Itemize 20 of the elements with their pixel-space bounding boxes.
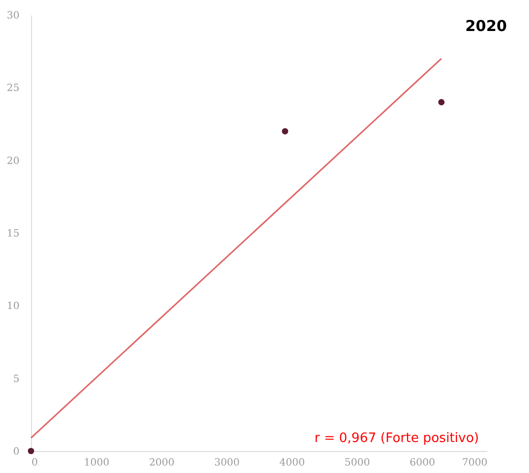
y-tick-label: 25 [6,83,20,94]
y-tick-label: 15 [6,228,20,240]
x-tick-label: 6000 [410,458,436,468]
y-tick-label: 0 [13,446,20,458]
x-tick-label: 7000 [462,458,488,468]
x-tick-label: 4000 [279,458,305,468]
x-tick-label: 3000 [214,458,240,468]
x-tick-label: 1000 [84,458,110,468]
point [438,99,445,106]
y-tick-label: 20 [6,156,20,167]
x-tick-label: 5000 [344,458,370,468]
point [28,448,34,454]
y-tick-label: 5 [13,374,20,385]
y-tick-label: 30 [6,10,20,22]
x-tick-label: 2000 [149,458,175,468]
y-tick-label: 10 [6,301,20,312]
point [282,128,288,134]
x-tick-label: 0 [32,458,38,468]
annotation: r = 0,967 (Forte positivo) [314,431,479,446]
chart-title: 2020 [465,17,507,35]
